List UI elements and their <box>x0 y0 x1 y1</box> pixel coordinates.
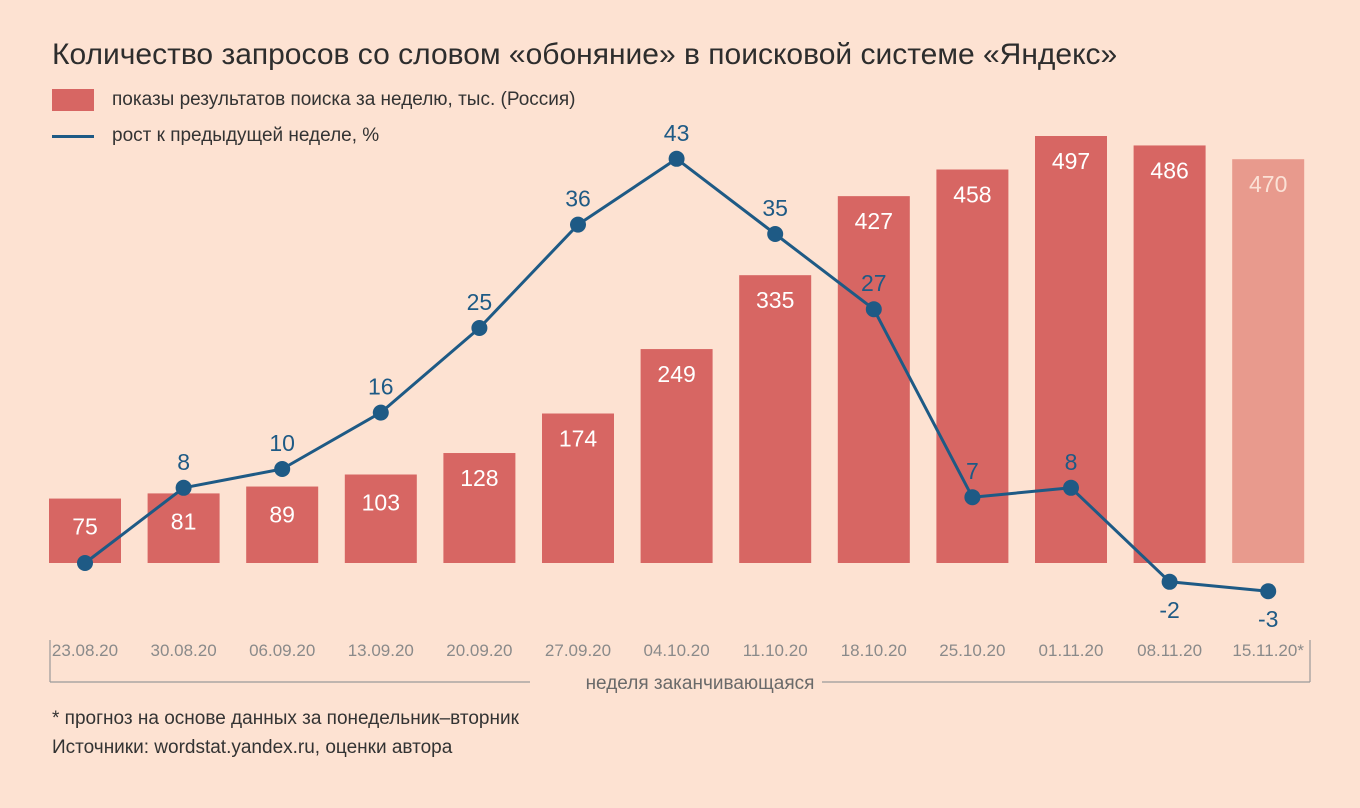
growth-point <box>767 226 784 242</box>
bar-value-label: 128 <box>460 465 498 491</box>
bar-value-label: 249 <box>657 361 695 387</box>
growth-value-label: 25 <box>467 289 493 315</box>
legend-bar-swatch <box>52 89 94 111</box>
growth-value-label: 36 <box>565 186 591 212</box>
bar <box>837 196 910 563</box>
growth-point <box>1260 583 1277 600</box>
growth-value-label: 8 <box>177 449 190 475</box>
bar-value-label: 427 <box>855 208 893 234</box>
growth-value-label: 10 <box>269 430 295 456</box>
bar-value-label: 486 <box>1150 157 1188 183</box>
x-tick-label: 13.09.20 <box>348 641 414 660</box>
sources-footnote: Источники: wordstat.yandex.ru, оценки ав… <box>52 737 453 758</box>
x-tick-label: 08.11.20 <box>1137 641 1202 660</box>
bar <box>443 453 516 563</box>
bar-value-label: 174 <box>559 426 598 452</box>
legend-line-label: рост к предыдущей неделе, % <box>112 125 380 146</box>
bar <box>344 474 417 563</box>
growth-point <box>372 404 389 421</box>
x-tick-label: 27.09.20 <box>545 641 611 660</box>
growth-point <box>471 320 488 336</box>
growth-value-label: 43 <box>664 120 690 146</box>
x-tick-label: 23.08.20 <box>52 641 118 660</box>
legend-line-swatch <box>52 134 94 138</box>
bar <box>640 349 713 563</box>
bar-value-label: 335 <box>756 287 794 313</box>
growth-value-label: 7 <box>966 458 979 484</box>
bar <box>739 275 812 563</box>
x-tick-label: 11.10.20 <box>743 641 808 660</box>
bar-value-label: 458 <box>953 182 991 208</box>
bar-value-label: 103 <box>362 490 400 516</box>
bar-value-label: 497 <box>1052 148 1090 174</box>
x-tick-label: 20.09.20 <box>446 641 512 660</box>
x-axis-label: неделя заканчивающаяся <box>586 673 815 694</box>
x-tick-label: 25.10.20 <box>939 641 1005 660</box>
x-tick-label: 01.11.20 <box>1039 641 1104 660</box>
bar-value-label: 75 <box>72 514 98 540</box>
bar <box>246 486 319 563</box>
growth-value-label: 27 <box>861 270 887 296</box>
legend-bar-label: показы результатов поиска за неделю, тыс… <box>112 89 576 110</box>
growth-value-label: 8 <box>1065 449 1078 475</box>
bar-value-label: 89 <box>269 502 295 528</box>
x-tick-label: 15.11.20* <box>1232 641 1304 660</box>
x-tick-label: 30.08.20 <box>151 641 217 660</box>
chart-title: Количество запросов со словом «обоняние»… <box>52 38 1118 71</box>
growth-point <box>175 479 192 496</box>
growth-point <box>865 301 882 318</box>
growth-point <box>77 555 93 571</box>
bar <box>49 498 121 563</box>
forecast-footnote: * прогноз на основе данных за понедельни… <box>52 708 519 729</box>
growth-point <box>668 150 685 167</box>
bar <box>1035 136 1107 563</box>
legend-item-bars: показы результатов поиска за неделю, тыс… <box>52 89 576 111</box>
x-tick-label: 18.10.20 <box>841 641 907 660</box>
bar <box>542 413 614 563</box>
growth-value-label: -2 <box>1159 597 1179 623</box>
bar-value-label: 470 <box>1249 171 1287 197</box>
x-tick-label: 06.09.20 <box>249 641 315 660</box>
x-tick-label: 04.10.20 <box>644 641 710 660</box>
bar <box>1133 145 1206 564</box>
legend-item-line: рост к предыдущей неделе, % <box>52 125 379 147</box>
growth-value-label: 35 <box>762 195 788 221</box>
growth-value-label: 16 <box>368 374 394 400</box>
growth-value-label: -3 <box>1258 606 1278 632</box>
growth-point <box>1063 479 1079 496</box>
bar <box>1232 159 1305 563</box>
growth-point <box>1161 573 1178 590</box>
growth-point <box>274 461 291 477</box>
growth-point <box>570 216 586 233</box>
bar-value-label: 81 <box>171 508 197 534</box>
growth-point <box>964 489 981 506</box>
